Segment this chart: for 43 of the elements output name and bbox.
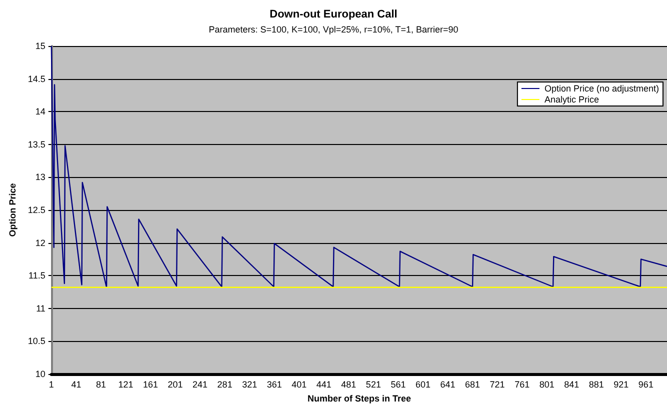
- y-axis-title: Option Price: [8, 183, 18, 237]
- y-tick-label: 13: [35, 172, 46, 182]
- x-tick-label: 921: [614, 380, 629, 390]
- y-tick-label: 14.5: [28, 74, 46, 84]
- x-tick-label: 521: [366, 380, 381, 390]
- x-tick-label: 281: [217, 380, 232, 390]
- line-series: [50, 45, 667, 288]
- x-tick-label: 1: [48, 380, 54, 390]
- x-tick-label: 801: [539, 380, 554, 390]
- y-tick-label: 10.5: [28, 336, 46, 346]
- x-tick-label: 721: [490, 380, 505, 390]
- chart-title: Down-out European Call: [270, 8, 398, 20]
- y-tick-label: 10: [35, 369, 46, 379]
- y-tick-label: 12.5: [28, 205, 46, 215]
- x-tick-label: 681: [465, 380, 480, 390]
- x-tick-label: 121: [118, 380, 134, 390]
- x-tick-label: 601: [415, 380, 431, 390]
- chart-subtitle: Parameters: S=100, K=100, Vpl=25%, r=10%, T=1, Barrier=90: [208, 24, 458, 34]
- x-tick-label: 241: [192, 380, 208, 390]
- x-tick-label: 441: [316, 380, 332, 390]
- x-tick-label: 361: [266, 380, 282, 390]
- y-tick-label: 12: [35, 238, 46, 248]
- y-tick-label: 15: [35, 41, 46, 51]
- y-tick-label: 11.5: [28, 270, 46, 281]
- x-tick-label: 321: [242, 380, 258, 390]
- y-tick-label: 13.5: [28, 139, 46, 150]
- x-tick-label: 201: [168, 380, 183, 390]
- x-tick-label: 641: [440, 380, 456, 390]
- legend-label: Option Price (no adjustment): [544, 84, 660, 94]
- y-tick-label: 11: [36, 303, 46, 314]
- x-tick-label: 961: [638, 380, 654, 390]
- legend-label: Analytic Price: [544, 94, 599, 104]
- x-tick-label: 401: [292, 380, 307, 390]
- x-tick-label: 161: [142, 380, 158, 390]
- x-axis-title: Number of Steps in Tree: [307, 393, 411, 404]
- x-tick-label: 881: [588, 380, 604, 390]
- x-tick-label: 761: [514, 380, 530, 390]
- x-tick-label: 41: [71, 380, 82, 390]
- x-tick-label: 841: [564, 380, 580, 390]
- x-tick-label: 561: [390, 380, 406, 390]
- x-tick-label: 481: [341, 380, 356, 390]
- x-tick-label: 81: [96, 380, 106, 390]
- y-tick-label: 14: [35, 106, 46, 117]
